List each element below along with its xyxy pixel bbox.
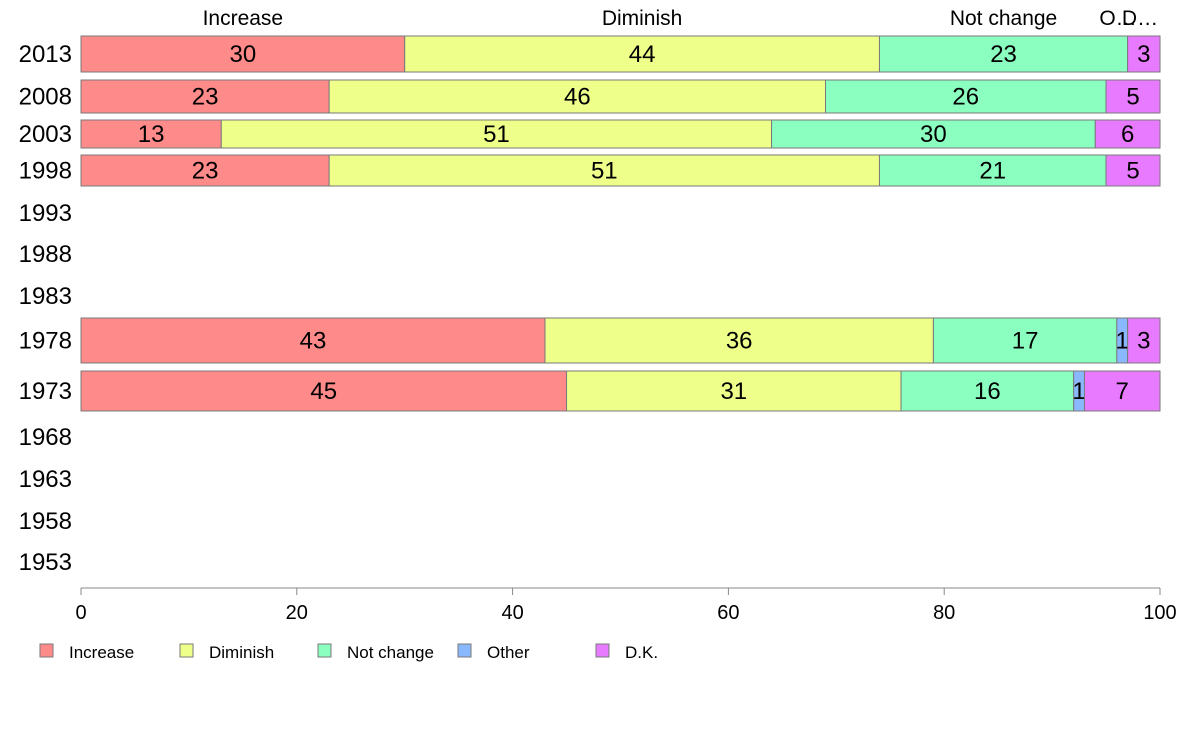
year-label-2013: 2013 xyxy=(19,41,72,68)
column-header-label: Increase xyxy=(203,7,284,30)
bar-value-label: 13 xyxy=(138,121,165,148)
bar-segment xyxy=(932,317,1118,364)
year-label-1953: 1953 xyxy=(19,549,72,576)
legend-swatch xyxy=(179,643,194,658)
legend-label: Increase xyxy=(69,643,134,662)
bar-value-label: 43 xyxy=(300,328,327,355)
x-tick-label: 40 xyxy=(501,602,523,624)
bar-value-label: 3 xyxy=(1137,41,1150,68)
legend-label: Not change xyxy=(347,643,434,662)
bar-segment xyxy=(825,79,1107,114)
bar-value-label: 16 xyxy=(974,378,1001,405)
bar-value-label: 51 xyxy=(591,158,618,185)
bar-segment xyxy=(80,154,330,187)
x-tick-label: 0 xyxy=(75,602,86,624)
legend-swatch xyxy=(39,643,54,658)
bar-segment xyxy=(544,317,934,364)
legend-swatch xyxy=(317,643,332,658)
bar-segment xyxy=(220,119,773,149)
bar-value-label: 46 xyxy=(564,84,591,111)
bar-segment xyxy=(566,370,902,412)
bar-value-label: 17 xyxy=(1012,328,1039,355)
column-header-label: Diminish xyxy=(602,7,683,30)
bar-value-label: 45 xyxy=(310,378,337,405)
bar-value-label: 31 xyxy=(720,378,747,405)
bar-value-label: 5 xyxy=(1126,158,1139,185)
legend-label: Diminish xyxy=(209,643,274,662)
bar-value-label: 30 xyxy=(229,41,256,68)
column-header-label: Not change xyxy=(950,7,1057,30)
legend-label: D.K. xyxy=(625,643,658,662)
bar-value-label: 5 xyxy=(1126,84,1139,111)
year-label-2008: 2008 xyxy=(19,84,72,111)
bar-value-label: 23 xyxy=(192,158,219,185)
bar-segment xyxy=(404,35,880,73)
legend-swatch xyxy=(457,643,472,658)
bar-segment xyxy=(328,154,880,187)
bar-value-label: 21 xyxy=(979,158,1006,185)
bar-segment xyxy=(328,79,827,114)
bar-segment xyxy=(80,317,546,364)
bar-segment xyxy=(1094,119,1161,149)
bar-value-label: 23 xyxy=(192,84,219,111)
year-label-1983: 1983 xyxy=(19,283,72,310)
x-tick-label: 80 xyxy=(933,602,955,624)
year-label-1973: 1973 xyxy=(19,378,72,405)
bar-value-label: 23 xyxy=(990,41,1017,68)
bar-segment xyxy=(80,79,330,114)
bar-segment xyxy=(1127,317,1161,364)
x-tick-label: 100 xyxy=(1143,602,1176,624)
column-header-label: O… xyxy=(1099,7,1136,30)
bar-value-label: 44 xyxy=(629,41,656,68)
bar-value-label: 6 xyxy=(1121,121,1134,148)
year-label-1998: 1998 xyxy=(19,158,72,185)
bar-value-label: 36 xyxy=(726,328,753,355)
bar-value-label: 51 xyxy=(483,121,510,148)
year-label-1958: 1958 xyxy=(19,508,72,535)
bar-segment xyxy=(80,119,222,149)
bar-segment xyxy=(878,35,1129,73)
year-label-1963: 1963 xyxy=(19,466,72,493)
bar-value-label: 1 xyxy=(1072,378,1085,405)
year-label-1978: 1978 xyxy=(19,328,72,355)
x-tick-label: 20 xyxy=(286,602,308,624)
year-label-1988: 1988 xyxy=(19,241,72,268)
bar-segment xyxy=(1127,35,1161,73)
legend-swatch xyxy=(595,643,610,658)
bar-value-label: 26 xyxy=(952,84,979,111)
year-label-1968: 1968 xyxy=(19,424,72,451)
bar-segment xyxy=(1083,370,1161,412)
bar-segment xyxy=(1105,79,1161,114)
bar-value-label: 7 xyxy=(1116,378,1129,405)
year-label-2003: 2003 xyxy=(19,121,72,148)
column-header-label: D… xyxy=(1122,7,1158,30)
bar-segment xyxy=(80,35,406,73)
bar-value-label: 3 xyxy=(1137,328,1150,355)
year-label-1993: 1993 xyxy=(19,200,72,227)
bar-value-label: 30 xyxy=(920,121,947,148)
x-tick-label: 60 xyxy=(717,602,739,624)
bar-segment xyxy=(1105,154,1161,187)
legend-label: Other xyxy=(487,643,530,662)
bar-value-label: 1 xyxy=(1116,328,1129,355)
